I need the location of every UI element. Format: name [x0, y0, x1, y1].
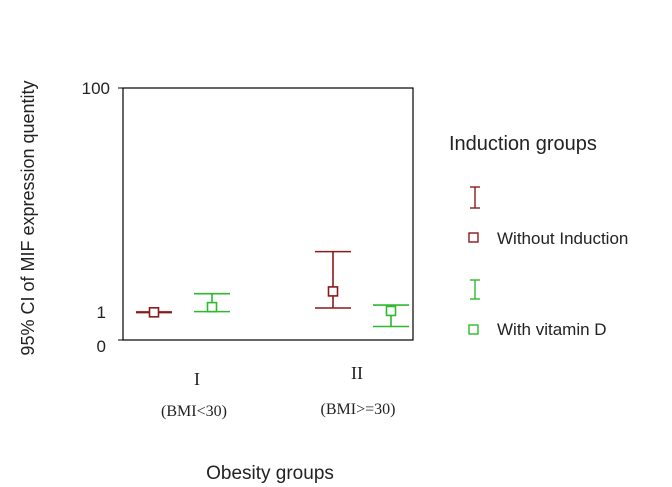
- legend-marker-with-vitamin-d: [468, 324, 479, 335]
- category-label-1: I: [194, 369, 200, 389]
- errorbar-without-induction-i-mean-marker: [148, 307, 160, 318]
- legend-marker-without-induction: [468, 232, 479, 243]
- legend-errorbar-symbol-with-vitamin-d: [470, 279, 480, 300]
- legend: Induction groups Without Induction With …: [449, 133, 628, 339]
- y-tick-label-1: 1: [97, 303, 106, 322]
- legend-title: Induction groups: [449, 133, 597, 155]
- errorbar-with-vitamin-d-ii-mean-marker: [385, 305, 397, 317]
- error-bar-marks: [136, 250, 409, 328]
- y-axis-title: 95% CI of MIF expression quentity: [18, 80, 38, 355]
- legend-label-with-vitamin-d: With vitamin D: [497, 320, 607, 339]
- category-sub-label-1: (BMI<30): [161, 403, 227, 420]
- category-label-2: II: [351, 363, 363, 383]
- y-tick-label-100: 100: [82, 79, 110, 98]
- plot-frame: [122, 87, 414, 341]
- category-sub-label-2: (BMI>=30): [321, 401, 396, 418]
- x-axis-title: Obesity groups: [206, 463, 334, 484]
- errorbar-with-vitamin-d-i-mean-marker: [206, 301, 218, 313]
- legend-label-without-induction: Without Induction: [497, 229, 628, 248]
- y-tick-label-0: 0: [97, 337, 106, 356]
- errorbar-without-induction-ii-mean-marker: [327, 286, 339, 297]
- legend-errorbar-symbol-without-induction: [470, 186, 480, 209]
